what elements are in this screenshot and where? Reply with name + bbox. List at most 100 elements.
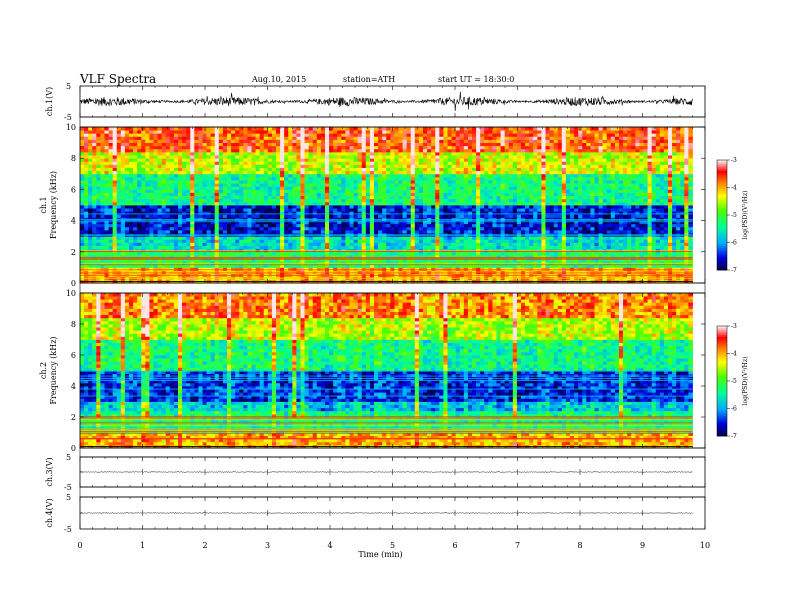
psd-cell xyxy=(182,214,187,218)
psd-cell xyxy=(406,133,412,137)
psd-cell xyxy=(255,270,261,275)
psd-cell xyxy=(259,148,265,153)
psd-cell xyxy=(271,242,277,246)
psd-cell xyxy=(259,214,265,218)
psd-cell xyxy=(386,130,391,134)
psd-cell xyxy=(308,214,314,218)
psd-cell xyxy=(120,183,126,187)
psd-cell xyxy=(116,127,122,131)
psd-cell xyxy=(263,167,269,172)
psd-cell xyxy=(227,158,232,162)
psd-cell xyxy=(431,145,436,150)
psd-cell xyxy=(227,186,232,190)
psd-cell xyxy=(288,242,293,246)
psd-cell xyxy=(365,180,371,184)
psd-cell xyxy=(178,229,183,234)
psd-cell xyxy=(386,164,391,168)
psd-cell xyxy=(141,236,146,240)
psd-cell xyxy=(329,167,334,172)
psd-cell xyxy=(120,164,126,168)
psd-cell xyxy=(239,170,244,175)
psd-cell xyxy=(418,261,424,265)
psd-cell xyxy=(210,236,216,240)
psd-cell xyxy=(153,133,158,137)
psd-cell xyxy=(186,155,191,159)
psd-cell xyxy=(165,267,171,271)
psd-cell xyxy=(263,229,269,234)
psd-cell xyxy=(169,136,175,140)
psd-cell xyxy=(169,180,175,184)
psd-cell xyxy=(472,201,477,206)
psd-cell xyxy=(153,211,158,215)
psd-cell xyxy=(190,251,195,256)
psd-cell xyxy=(235,176,240,181)
psd-cell xyxy=(382,201,387,206)
psd-cell xyxy=(182,201,187,206)
psd-cell xyxy=(276,127,281,131)
psd-cell xyxy=(198,130,203,134)
psd-cell xyxy=(80,133,85,137)
psd-cell xyxy=(455,176,461,181)
psd-cell xyxy=(112,161,118,165)
psd-cell xyxy=(472,189,477,193)
psd-cell xyxy=(386,223,391,228)
psd-cell xyxy=(235,145,240,150)
psd-cell xyxy=(459,198,465,203)
psd-cell xyxy=(288,127,293,131)
psd-cell xyxy=(222,229,228,234)
psd-cell xyxy=(165,161,171,165)
psd-cell xyxy=(194,195,199,200)
psd-cell xyxy=(382,270,387,275)
psd-cell xyxy=(369,195,375,200)
psd-cell xyxy=(280,142,285,147)
psd-cell xyxy=(476,186,481,190)
psd-cell xyxy=(406,264,412,268)
psd-cell xyxy=(386,192,391,197)
psd-cell xyxy=(390,170,395,175)
psd-cell xyxy=(333,254,338,259)
psd-cell xyxy=(243,195,248,200)
psd-cell xyxy=(222,254,228,259)
psd-cell xyxy=(304,139,310,143)
psd-cell xyxy=(112,236,118,240)
psd-cell xyxy=(120,223,126,228)
psd-cell xyxy=(276,186,281,190)
psd-cell xyxy=(292,130,297,134)
psd-cell xyxy=(386,229,391,234)
psd-cell xyxy=(345,192,350,197)
psd-cell xyxy=(255,136,261,140)
psd-cell xyxy=(357,226,363,231)
psd-cell xyxy=(100,270,105,275)
psd-cell xyxy=(410,245,416,250)
psd-cell xyxy=(463,176,469,181)
psd-cell xyxy=(361,261,367,265)
psd-cell xyxy=(157,142,163,147)
psd-cell xyxy=(84,239,89,243)
psd-cell xyxy=(398,251,403,256)
psd-cell xyxy=(349,158,354,162)
psd-cell xyxy=(222,261,228,265)
psd-cell xyxy=(427,236,432,240)
psd-cell xyxy=(398,264,403,268)
psd-cell xyxy=(96,264,101,268)
psd-cell xyxy=(386,173,391,178)
psd-cell xyxy=(439,254,444,259)
psd-cell xyxy=(320,236,326,240)
psd-cell xyxy=(194,189,199,193)
psd-cell xyxy=(178,130,183,134)
psd-cell xyxy=(394,264,399,268)
psd-cell xyxy=(92,133,97,137)
psd-cell xyxy=(169,264,175,268)
psd-cell xyxy=(406,189,412,193)
psd-cell xyxy=(222,245,228,250)
psd-cell xyxy=(202,133,207,137)
psd-cell xyxy=(288,189,293,193)
psd-cell xyxy=(202,201,207,206)
psd-cell xyxy=(214,136,220,140)
psd-cell xyxy=(141,264,146,268)
psd-cell xyxy=(284,145,289,150)
psd-cell xyxy=(414,133,420,137)
psd-cell xyxy=(149,270,154,275)
psd-cell xyxy=(443,220,448,225)
psd-cell xyxy=(276,170,281,175)
